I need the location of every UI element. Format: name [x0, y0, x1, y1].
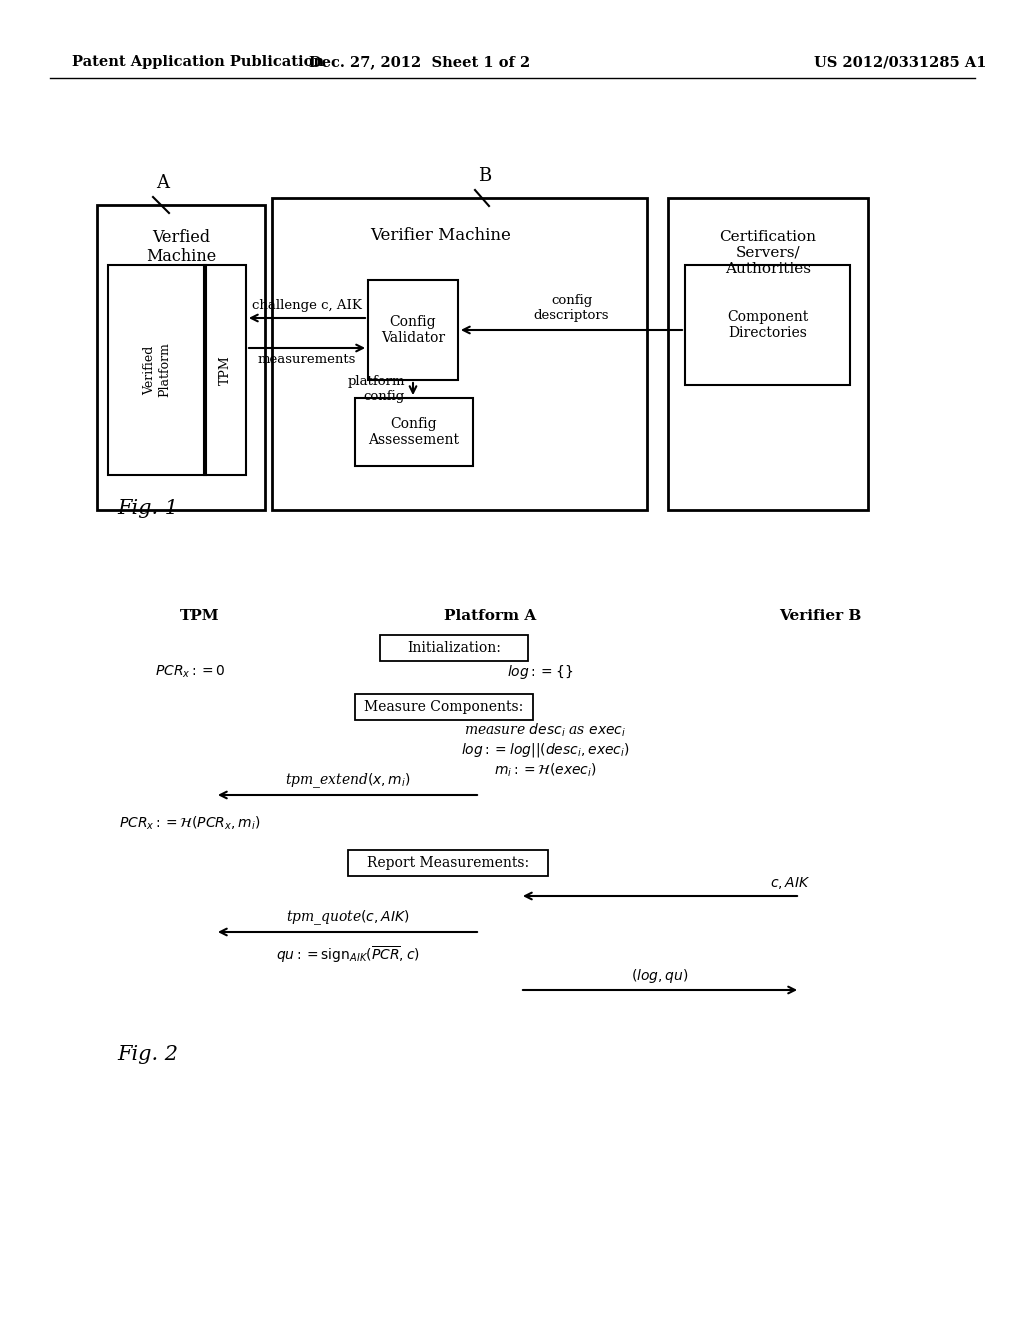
Text: Verifier B: Verifier B [779, 609, 861, 623]
Bar [97, 205, 265, 510]
Text: $c, AIK$: $c, AIK$ [770, 875, 810, 891]
Text: B: B [478, 168, 492, 185]
Text: $log := log||(desc_i, exec_i)$: $log := log||(desc_i, exec_i)$ [461, 741, 630, 759]
Text: tpm_extend$(x, m_i)$: tpm_extend$(x, m_i)$ [285, 771, 411, 789]
Text: Initialization:: Initialization: [408, 642, 501, 655]
Text: measurements: measurements [258, 352, 356, 366]
Text: Verifier Machine: Verifier Machine [371, 227, 511, 244]
Text: Measure Components:: Measure Components: [365, 700, 523, 714]
Text: tpm_quote$(c, AIK)$: tpm_quote$(c, AIK)$ [286, 908, 410, 927]
Bar [685, 265, 850, 385]
Text: challenge c, AIK: challenge c, AIK [252, 300, 361, 312]
Text: Patent Application Publication: Patent Application Publication [72, 55, 324, 69]
Text: platform
config: platform config [347, 375, 406, 403]
Text: $PCR_x := \mathcal{H}(PCR_x, m_i)$: $PCR_x := \mathcal{H}(PCR_x, m_i)$ [119, 814, 261, 832]
Bar [108, 265, 206, 475]
Text: $qu := \mathrm{sign}_{AIK}(\overline{PCR}, c)$: $qu := \mathrm{sign}_{AIK}(\overline{PCR… [275, 945, 420, 965]
Text: $(log, qu)$: $(log, qu)$ [631, 968, 689, 985]
Bar [380, 635, 528, 661]
Text: $PCR_x := 0$: $PCR_x := 0$ [155, 664, 225, 680]
Text: Dec. 27, 2012  Sheet 1 of 2: Dec. 27, 2012 Sheet 1 of 2 [309, 55, 530, 69]
Text: TPM: TPM [180, 609, 220, 623]
Text: Report Measurements:: Report Measurements: [367, 855, 529, 870]
Bar [204, 265, 246, 475]
Bar [348, 850, 548, 876]
Text: Platform A: Platform A [443, 609, 537, 623]
Text: A: A [157, 174, 170, 191]
Bar [355, 694, 534, 719]
Text: US 2012/0331285 A1: US 2012/0331285 A1 [814, 55, 986, 69]
Bar [668, 198, 868, 510]
Text: Certification
Servers/
Authorities: Certification Servers/ Authorities [720, 230, 816, 276]
Text: $log := \{\}$: $log := \{\}$ [507, 663, 573, 681]
Bar [355, 399, 473, 466]
Text: measure $desc_i$ as $exec_i$: measure $desc_i$ as $exec_i$ [464, 721, 626, 739]
Text: Verified
Platform: Verified Platform [143, 343, 171, 397]
Bar [368, 280, 458, 380]
Text: Fig. 1: Fig. 1 [118, 499, 178, 517]
Text: Config
Assessement: Config Assessement [369, 417, 460, 447]
Text: Verfied
Machine: Verfied Machine [145, 228, 216, 265]
Text: Fig. 2: Fig. 2 [118, 1045, 178, 1064]
Text: Component
Directories: Component Directories [727, 310, 808, 341]
Bar [272, 198, 647, 510]
Text: config
descriptors: config descriptors [534, 294, 609, 322]
Text: TPM: TPM [218, 355, 231, 385]
Text: Config
Validator: Config Validator [381, 315, 445, 345]
Text: $m_i := \mathcal{H}(exec_i)$: $m_i := \mathcal{H}(exec_i)$ [494, 762, 596, 779]
